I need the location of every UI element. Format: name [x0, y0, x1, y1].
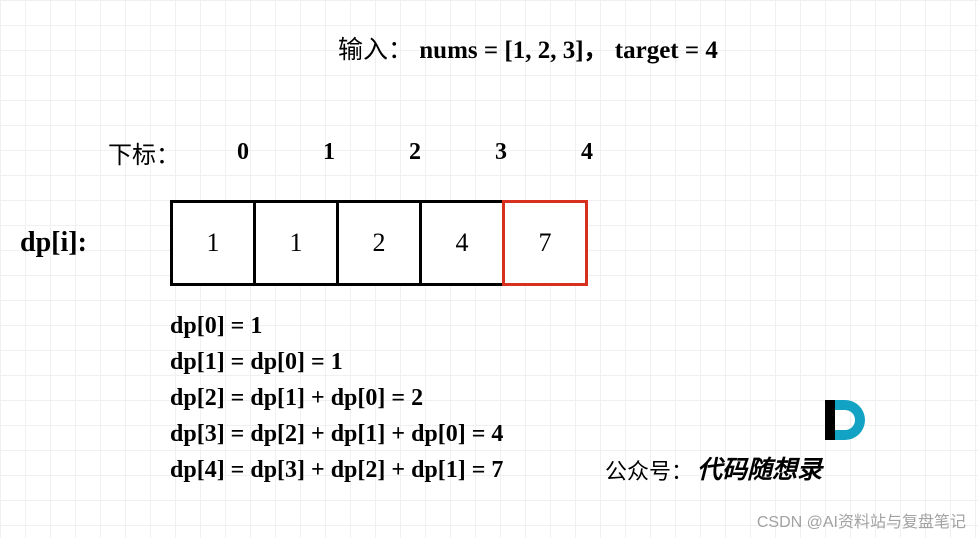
brand-logo-icon: [825, 400, 867, 440]
index-cell: 4: [544, 139, 630, 166]
dp-cell: 1: [253, 200, 339, 286]
index-label: 下标：: [108, 135, 180, 170]
dp-cell: 1: [170, 200, 256, 286]
input-nums: nums = [1, 2, 3]，: [419, 37, 608, 64]
attribution: 公众号： 代码随想录: [605, 450, 822, 486]
dp-cells: 1 1 2 4 7: [170, 200, 588, 286]
index-row: 下标： 0 1 2 3 4: [108, 135, 630, 170]
equations: dp[0] = 1 dp[1] = dp[0] = 1 dp[2] = dp[1…: [170, 308, 503, 488]
index-cell: 2: [372, 139, 458, 166]
equation-line: dp[0] = 1: [170, 308, 503, 344]
indices: 0 1 2 3 4: [200, 139, 630, 166]
input-prefix: 输入：: [338, 37, 413, 64]
attribution-brand: 代码随想录: [697, 450, 822, 486]
dp-cell: 2: [336, 200, 422, 286]
index-cell: 1: [286, 139, 372, 166]
dp-cell: 4: [419, 200, 505, 286]
equation-line: dp[2] = dp[1] + dp[0] = 2: [170, 380, 503, 416]
index-cell: 0: [200, 139, 286, 166]
equation-line: dp[1] = dp[0] = 1: [170, 344, 503, 380]
index-cell: 3: [458, 139, 544, 166]
dp-label: dp[i]:: [20, 227, 170, 259]
attribution-label: 公众号：: [605, 454, 693, 486]
watermark: CSDN @AI资料站与复盘笔记: [757, 508, 966, 532]
dp-cell-highlight: 7: [502, 200, 588, 286]
input-line: 输入： nums = [1, 2, 3]， target = 4: [338, 30, 718, 66]
equation-line: dp[4] = dp[3] + dp[2] + dp[1] = 7: [170, 452, 503, 488]
equation-line: dp[3] = dp[2] + dp[1] + dp[0] = 4: [170, 416, 503, 452]
dp-row: dp[i]: 1 1 2 4 7: [20, 200, 588, 286]
input-target: target = 4: [615, 37, 718, 64]
